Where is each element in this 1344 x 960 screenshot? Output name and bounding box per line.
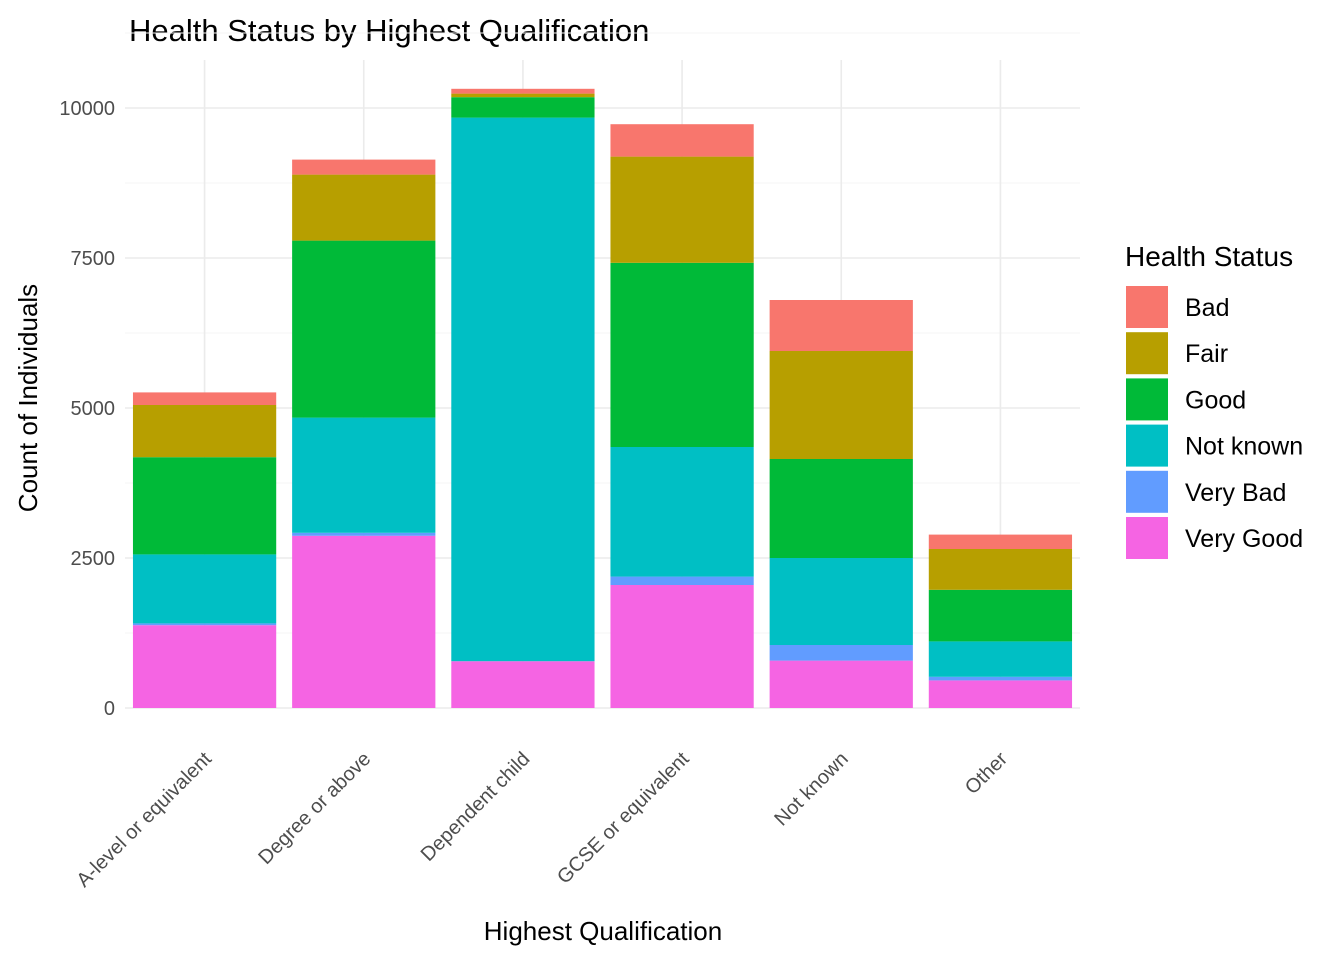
bar-segment bbox=[132, 405, 277, 458]
bar-segment bbox=[292, 159, 436, 175]
legend-swatch bbox=[1126, 286, 1168, 328]
bar-segment bbox=[451, 117, 595, 662]
legend-label: Very Bad bbox=[1185, 479, 1286, 507]
x-tick-label: Not known bbox=[770, 748, 852, 830]
bar-segment bbox=[928, 534, 1073, 549]
bar-segment bbox=[292, 417, 436, 533]
bar-segment bbox=[928, 676, 1073, 681]
y-tick-labels: 0 2500 5000 7500 10000 bbox=[59, 98, 115, 720]
legend-swatch bbox=[1126, 470, 1168, 513]
legend-label: Not known bbox=[1185, 433, 1303, 461]
y-tick-label: 7500 bbox=[71, 248, 116, 270]
bar-segment bbox=[451, 97, 595, 118]
bar-segment bbox=[769, 645, 913, 661]
bar-segment bbox=[610, 156, 754, 263]
bar-segment bbox=[132, 625, 277, 708]
bar-segment bbox=[610, 447, 754, 577]
y-axis-title: Count of Individuals bbox=[13, 284, 43, 512]
x-tick-label: Dependent child bbox=[417, 748, 535, 866]
legend-label: Bad bbox=[1185, 294, 1229, 322]
legend-items: Bad Fair Good Not known Very Bad Very Good bbox=[1126, 286, 1303, 559]
chart-title: Health Status by Highest Qualification bbox=[129, 13, 649, 48]
legend-swatch bbox=[1126, 517, 1168, 559]
bar-segment bbox=[292, 532, 436, 536]
x-tick-labels: A-level or equivalent Degree or above Depe… bbox=[72, 748, 1012, 892]
legend-swatch bbox=[1126, 424, 1168, 467]
bar-segment bbox=[928, 680, 1073, 708]
bar-segment bbox=[292, 240, 436, 418]
bar-segment bbox=[451, 93, 595, 98]
legend-label: Very Good bbox=[1185, 525, 1303, 553]
bar-segment bbox=[928, 549, 1073, 590]
legend-title: Health Status bbox=[1125, 241, 1293, 272]
bars bbox=[132, 88, 1073, 708]
bar-segment bbox=[292, 535, 436, 708]
bar-segment bbox=[132, 392, 277, 405]
x-tick-label: A-level or equivalent bbox=[72, 748, 216, 892]
legend-label: Good bbox=[1185, 386, 1246, 414]
bar-segment bbox=[610, 585, 754, 708]
bar-segment bbox=[769, 351, 913, 459]
x-tick-label: Degree or above bbox=[254, 748, 375, 869]
bar-segment bbox=[928, 589, 1073, 642]
y-tick-label: 5000 bbox=[71, 398, 116, 420]
legend: Health Status Bad Fair Good Not known Very B… bbox=[1125, 241, 1303, 559]
bar-segment bbox=[769, 300, 913, 351]
bar-segment bbox=[769, 459, 913, 558]
x-tick-label: Other bbox=[961, 748, 1012, 799]
legend-label: Fair bbox=[1185, 340, 1228, 368]
bar-segment bbox=[451, 661, 595, 708]
bar-segment bbox=[610, 576, 754, 585]
y-tick-label: 2500 bbox=[71, 548, 116, 570]
bar-segment bbox=[769, 660, 913, 708]
bar-segment bbox=[610, 262, 754, 447]
legend-swatch bbox=[1126, 332, 1168, 375]
bar-segment bbox=[769, 558, 913, 645]
bar-segment bbox=[928, 641, 1073, 677]
legend-swatch bbox=[1126, 378, 1168, 421]
x-tick-label: GCSE or equivalent bbox=[553, 748, 694, 889]
y-tick-label: 0 bbox=[104, 698, 115, 720]
bar-segment bbox=[132, 554, 277, 624]
bar-segment bbox=[132, 457, 277, 555]
bar-segment bbox=[132, 623, 277, 626]
bar-segment bbox=[451, 88, 595, 94]
y-tick-label: 10000 bbox=[59, 98, 115, 120]
x-axis-title: Highest Qualification bbox=[484, 916, 722, 946]
bar-segment bbox=[610, 124, 754, 157]
bar-segment bbox=[292, 174, 436, 241]
